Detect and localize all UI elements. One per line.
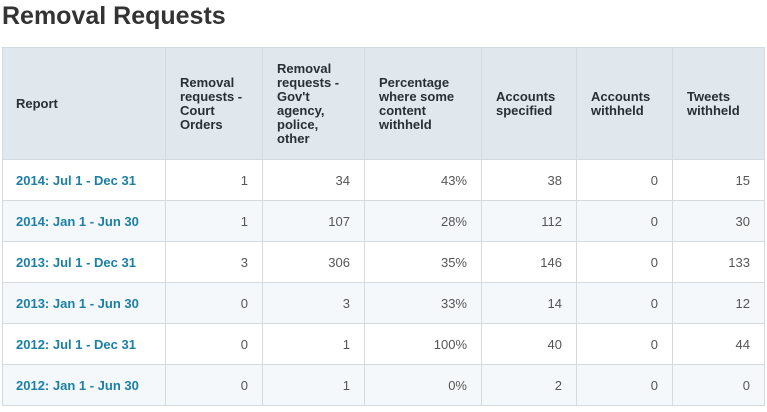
accounts-specified-cell: 112	[481, 200, 577, 242]
header-report: Report	[2, 47, 166, 160]
table-row: 2014: Jul 1 - Dec 31 1 34 43% 38 0 15	[2, 159, 765, 201]
court-orders-cell: 1	[165, 159, 263, 201]
gov-agency-cell: 1	[262, 364, 365, 406]
court-orders-cell: 3	[165, 241, 263, 283]
tweets-withheld-cell: 12	[672, 282, 765, 324]
report-cell: 2012: Jan 1 - Jun 30	[2, 364, 166, 406]
percentage-cell: 28%	[364, 200, 482, 242]
table-row: 2014: Jan 1 - Jun 30 1 107 28% 112 0 30	[2, 200, 765, 242]
report-cell: 2013: Jul 1 - Dec 31	[2, 241, 166, 283]
table-row: 2012: Jan 1 - Jun 30 0 1 0% 2 0 0	[2, 364, 765, 406]
report-link[interactable]: 2014: Jul 1 - Dec 31	[16, 172, 136, 188]
report-cell: 2014: Jul 1 - Dec 31	[2, 159, 166, 201]
header-court-orders: Removal requests - Court Orders	[165, 47, 263, 160]
report-cell: 2014: Jan 1 - Jun 30	[2, 200, 166, 242]
report-link[interactable]: 2013: Jan 1 - Jun 30	[16, 295, 139, 311]
accounts-specified-cell: 14	[481, 282, 577, 324]
accounts-withheld-cell: 0	[576, 200, 673, 242]
accounts-specified-cell: 146	[481, 241, 577, 283]
percentage-cell: 35%	[364, 241, 482, 283]
page-title: Removal Requests	[2, 2, 226, 30]
report-link[interactable]: 2014: Jan 1 - Jun 30	[16, 213, 139, 229]
header-gov-agency: Removal requests - Gov't agency, police,…	[262, 47, 365, 160]
court-orders-cell: 0	[165, 323, 263, 365]
percentage-cell: 43%	[364, 159, 482, 201]
header-accounts-specified: Accounts specified	[481, 47, 577, 160]
removal-requests-table: Report Removal requests - Court Orders R…	[2, 47, 765, 406]
accounts-withheld-cell: 0	[576, 323, 673, 365]
gov-agency-cell: 3	[262, 282, 365, 324]
accounts-withheld-cell: 0	[576, 241, 673, 283]
report-cell: 2013: Jan 1 - Jun 30	[2, 282, 166, 324]
table-row: 2013: Jan 1 - Jun 30 0 3 33% 14 0 12	[2, 282, 765, 324]
gov-agency-cell: 1	[262, 323, 365, 365]
table-row: 2012: Jul 1 - Dec 31 0 1 100% 40 0 44	[2, 323, 765, 365]
court-orders-cell: 0	[165, 282, 263, 324]
tweets-withheld-cell: 133	[672, 241, 765, 283]
table-header-row: Report Removal requests - Court Orders R…	[2, 47, 765, 160]
court-orders-cell: 0	[165, 364, 263, 406]
tweets-withheld-cell: 0	[672, 364, 765, 406]
report-link[interactable]: 2013: Jul 1 - Dec 31	[16, 254, 136, 270]
accounts-specified-cell: 38	[481, 159, 577, 201]
header-accounts-withheld: Accounts withheld	[576, 47, 673, 160]
header-tweets-withheld: Tweets withheld	[672, 47, 765, 160]
accounts-withheld-cell: 0	[576, 282, 673, 324]
percentage-cell: 33%	[364, 282, 482, 324]
header-percentage-withheld: Percentage where some content withheld	[364, 47, 482, 160]
tweets-withheld-cell: 15	[672, 159, 765, 201]
report-link[interactable]: 2012: Jul 1 - Dec 31	[16, 336, 136, 352]
tweets-withheld-cell: 30	[672, 200, 765, 242]
accounts-withheld-cell: 0	[576, 364, 673, 406]
percentage-cell: 100%	[364, 323, 482, 365]
report-link[interactable]: 2012: Jan 1 - Jun 30	[16, 377, 139, 393]
accounts-withheld-cell: 0	[576, 159, 673, 201]
court-orders-cell: 1	[165, 200, 263, 242]
gov-agency-cell: 34	[262, 159, 365, 201]
gov-agency-cell: 306	[262, 241, 365, 283]
gov-agency-cell: 107	[262, 200, 365, 242]
accounts-specified-cell: 2	[481, 364, 577, 406]
table-row: 2013: Jul 1 - Dec 31 3 306 35% 146 0 133	[2, 241, 765, 283]
accounts-specified-cell: 40	[481, 323, 577, 365]
tweets-withheld-cell: 44	[672, 323, 765, 365]
percentage-cell: 0%	[364, 364, 482, 406]
report-cell: 2012: Jul 1 - Dec 31	[2, 323, 166, 365]
